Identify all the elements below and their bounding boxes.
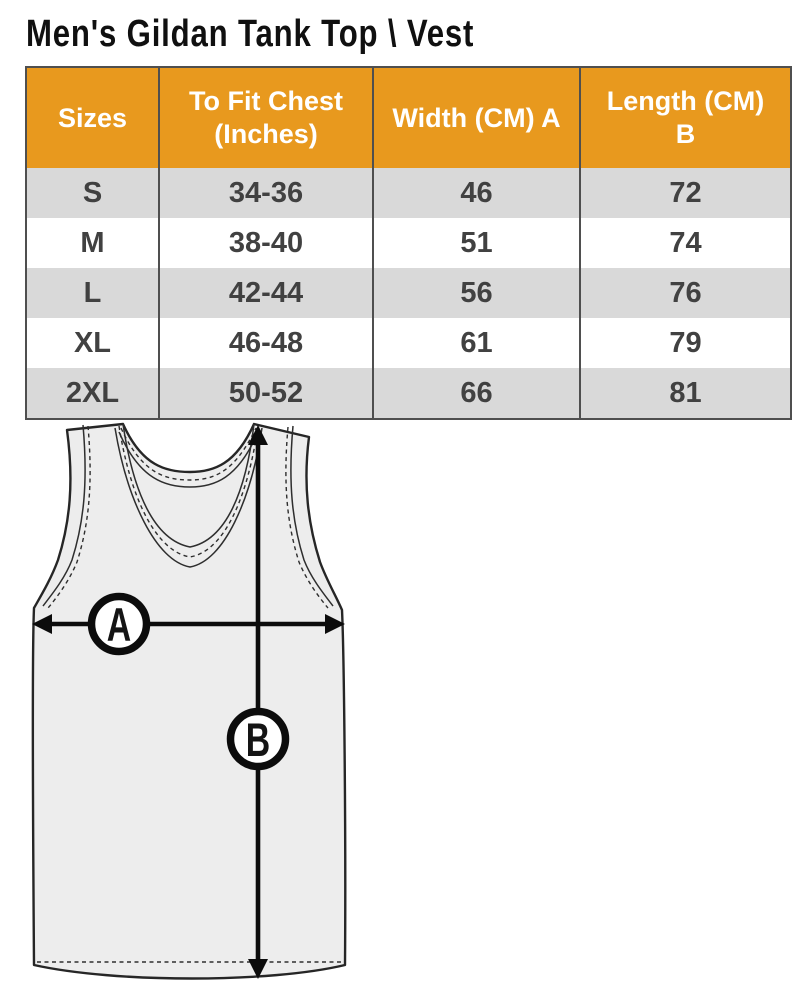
table-row-xl: XL 46-48 61 79 xyxy=(26,318,791,368)
cell-size: 2XL xyxy=(26,368,159,419)
length-arrow xyxy=(248,425,268,979)
arrow-head-bottom xyxy=(248,959,268,979)
cell-width: 51 xyxy=(372,218,580,268)
cell-length: 76 xyxy=(579,268,791,318)
length-label-badge: B xyxy=(226,707,290,771)
cell-chest: 38-40 xyxy=(158,218,373,268)
cell-width: 46 xyxy=(372,168,580,218)
tank-top-measurement-diagram: A B xyxy=(31,422,347,980)
arrow-head-right xyxy=(325,614,345,634)
cell-length: 74 xyxy=(579,218,791,268)
table-row-m: M 38-40 51 74 xyxy=(26,218,791,268)
column-header-length: Length (CM) B xyxy=(579,67,791,168)
front-neck-binding xyxy=(114,423,263,568)
header-row: Sizes To Fit Chest (Inches) Width (CM) A… xyxy=(26,67,791,168)
table-row-2xl: 2XL 50-52 66 81 xyxy=(26,368,791,419)
cell-width: 66 xyxy=(372,368,580,419)
cell-chest: 50-52 xyxy=(158,368,373,419)
arrow-head-left xyxy=(32,614,52,634)
cell-chest: 42-44 xyxy=(158,268,373,318)
cell-width: 61 xyxy=(372,318,580,368)
length-label: B xyxy=(246,714,270,767)
column-header-width: Width (CM) A xyxy=(372,67,580,168)
back-neck-binding xyxy=(118,427,259,488)
cell-size: L xyxy=(26,268,159,318)
cell-length: 81 xyxy=(579,368,791,419)
width-label-badge: A xyxy=(87,592,151,656)
cell-length: 79 xyxy=(579,318,791,368)
armhole-binding-left xyxy=(42,424,91,609)
size-chart-table: Sizes To Fit Chest (Inches) Width (CM) A… xyxy=(25,66,792,420)
column-header-chest: To Fit Chest (Inches) xyxy=(158,67,373,168)
column-header-sizes: Sizes xyxy=(26,67,159,168)
cell-size: XL xyxy=(26,318,159,368)
cell-width: 56 xyxy=(372,268,580,318)
cell-chest: 46-48 xyxy=(158,318,373,368)
width-label: A xyxy=(107,599,131,652)
armhole-binding-right xyxy=(285,425,334,609)
page-title: Men's Gildan Tank Top \ Vest xyxy=(26,13,475,55)
table-row-l: L 42-44 56 76 xyxy=(26,268,791,318)
cell-size: S xyxy=(26,168,159,218)
arrow-head-top xyxy=(248,425,268,445)
table-row-s: S 34-36 46 72 xyxy=(26,168,791,218)
cell-size: M xyxy=(26,218,159,268)
tank-top-outline xyxy=(31,422,347,980)
cell-chest: 34-36 xyxy=(158,168,373,218)
cell-length: 72 xyxy=(579,168,791,218)
